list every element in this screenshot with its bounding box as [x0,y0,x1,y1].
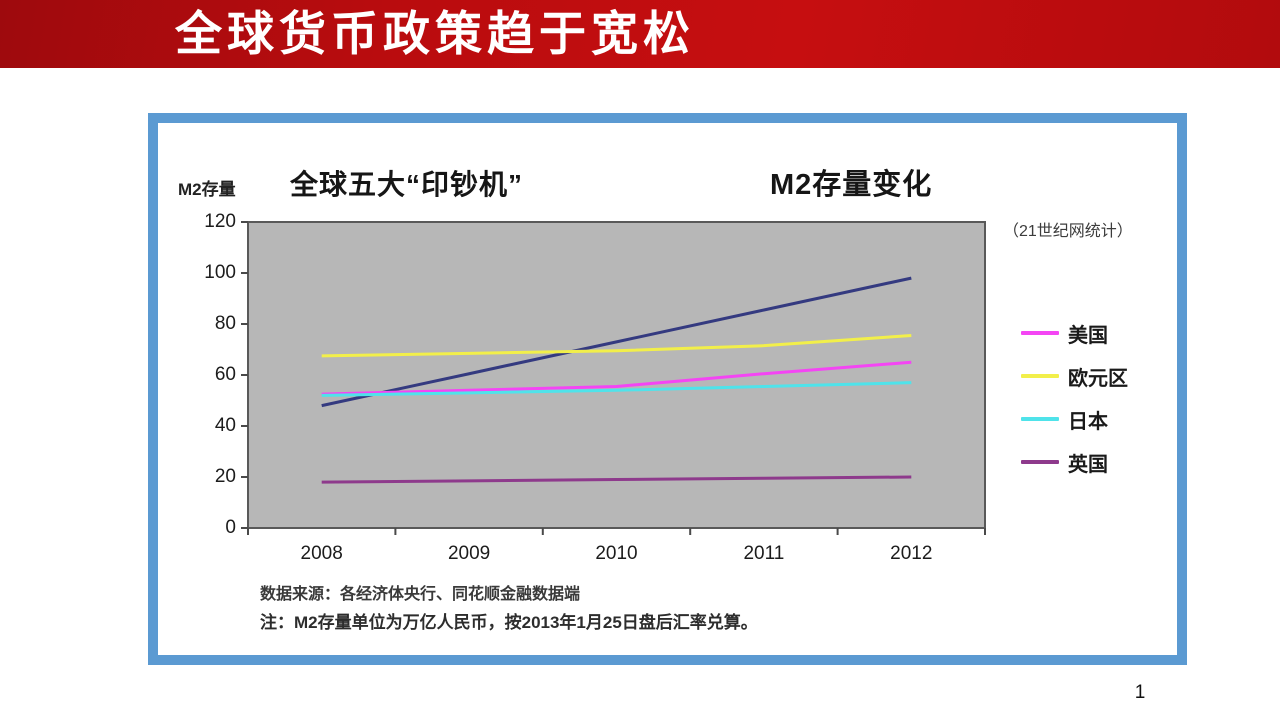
y-axis-label: 120 [204,211,236,232]
legend-label: 英国 [1068,453,1108,476]
y-axis-label: 40 [214,415,236,436]
x-axis-label: 2008 [300,543,343,564]
chart-panel: M2存量 全球五大“印钞机” M2存量变化 （21世纪网统计） 美国欧元区日本英… [148,113,1187,665]
footnote-note: 注：M2存量单位为万亿人民币，按2013年1月25日盘后汇率兑算。 [260,613,758,632]
plot-svg [241,221,986,535]
slide-title: 全球货币政策趋于宽松 [175,7,695,60]
footnote-source: 数据来源：各经济体央行、同花顺金融数据端 [260,586,581,603]
legend-swatch-icon [1021,417,1059,421]
y-axis-label: 80 [214,313,236,334]
series-line-日本 [321,381,912,397]
legend-item: 英国 [1021,448,1171,476]
series-line-欧元区 [321,333,912,358]
legend-label: 欧元区 [1068,367,1128,390]
legend-swatch-icon [1021,331,1059,335]
y-axis-label: 0 [225,517,236,538]
x-axis-label: 2010 [595,543,638,564]
legend-label: 美国 [1068,324,1108,347]
legend-label: 日本 [1068,410,1108,433]
x-axis-label: 2009 [447,543,491,564]
chart-legend: 美国 欧元区 日本 英国 [1021,319,1171,491]
legend-swatch-icon [1021,460,1059,464]
legend-swatch-icon [1021,374,1059,378]
y-axis-label: 60 [214,364,236,385]
slide-header: 全球货币政策趋于宽松 [0,0,1280,68]
y-axis-label: 20 [214,466,236,487]
series-line-英国 [321,475,912,484]
page-number: 1 [1134,682,1146,703]
x-axis-label: 2012 [890,543,933,564]
legend-item: 日本 [1021,405,1171,433]
legend-item: 美国 [1021,319,1171,347]
chart-title-right: M2存量变化 [770,169,933,201]
stat-source-note: （21世纪网统计） [1003,223,1133,240]
series-line-unlabeled [321,276,912,408]
legend-item: 欧元区 [1021,362,1171,390]
x-axis-label: 2011 [743,543,785,564]
series-line-美国 [321,360,912,396]
y-axis-label: 100 [204,262,236,283]
chart-title-left: 全球五大“印钞机” [290,169,524,200]
y-axis-title: M2存量 [178,180,236,199]
